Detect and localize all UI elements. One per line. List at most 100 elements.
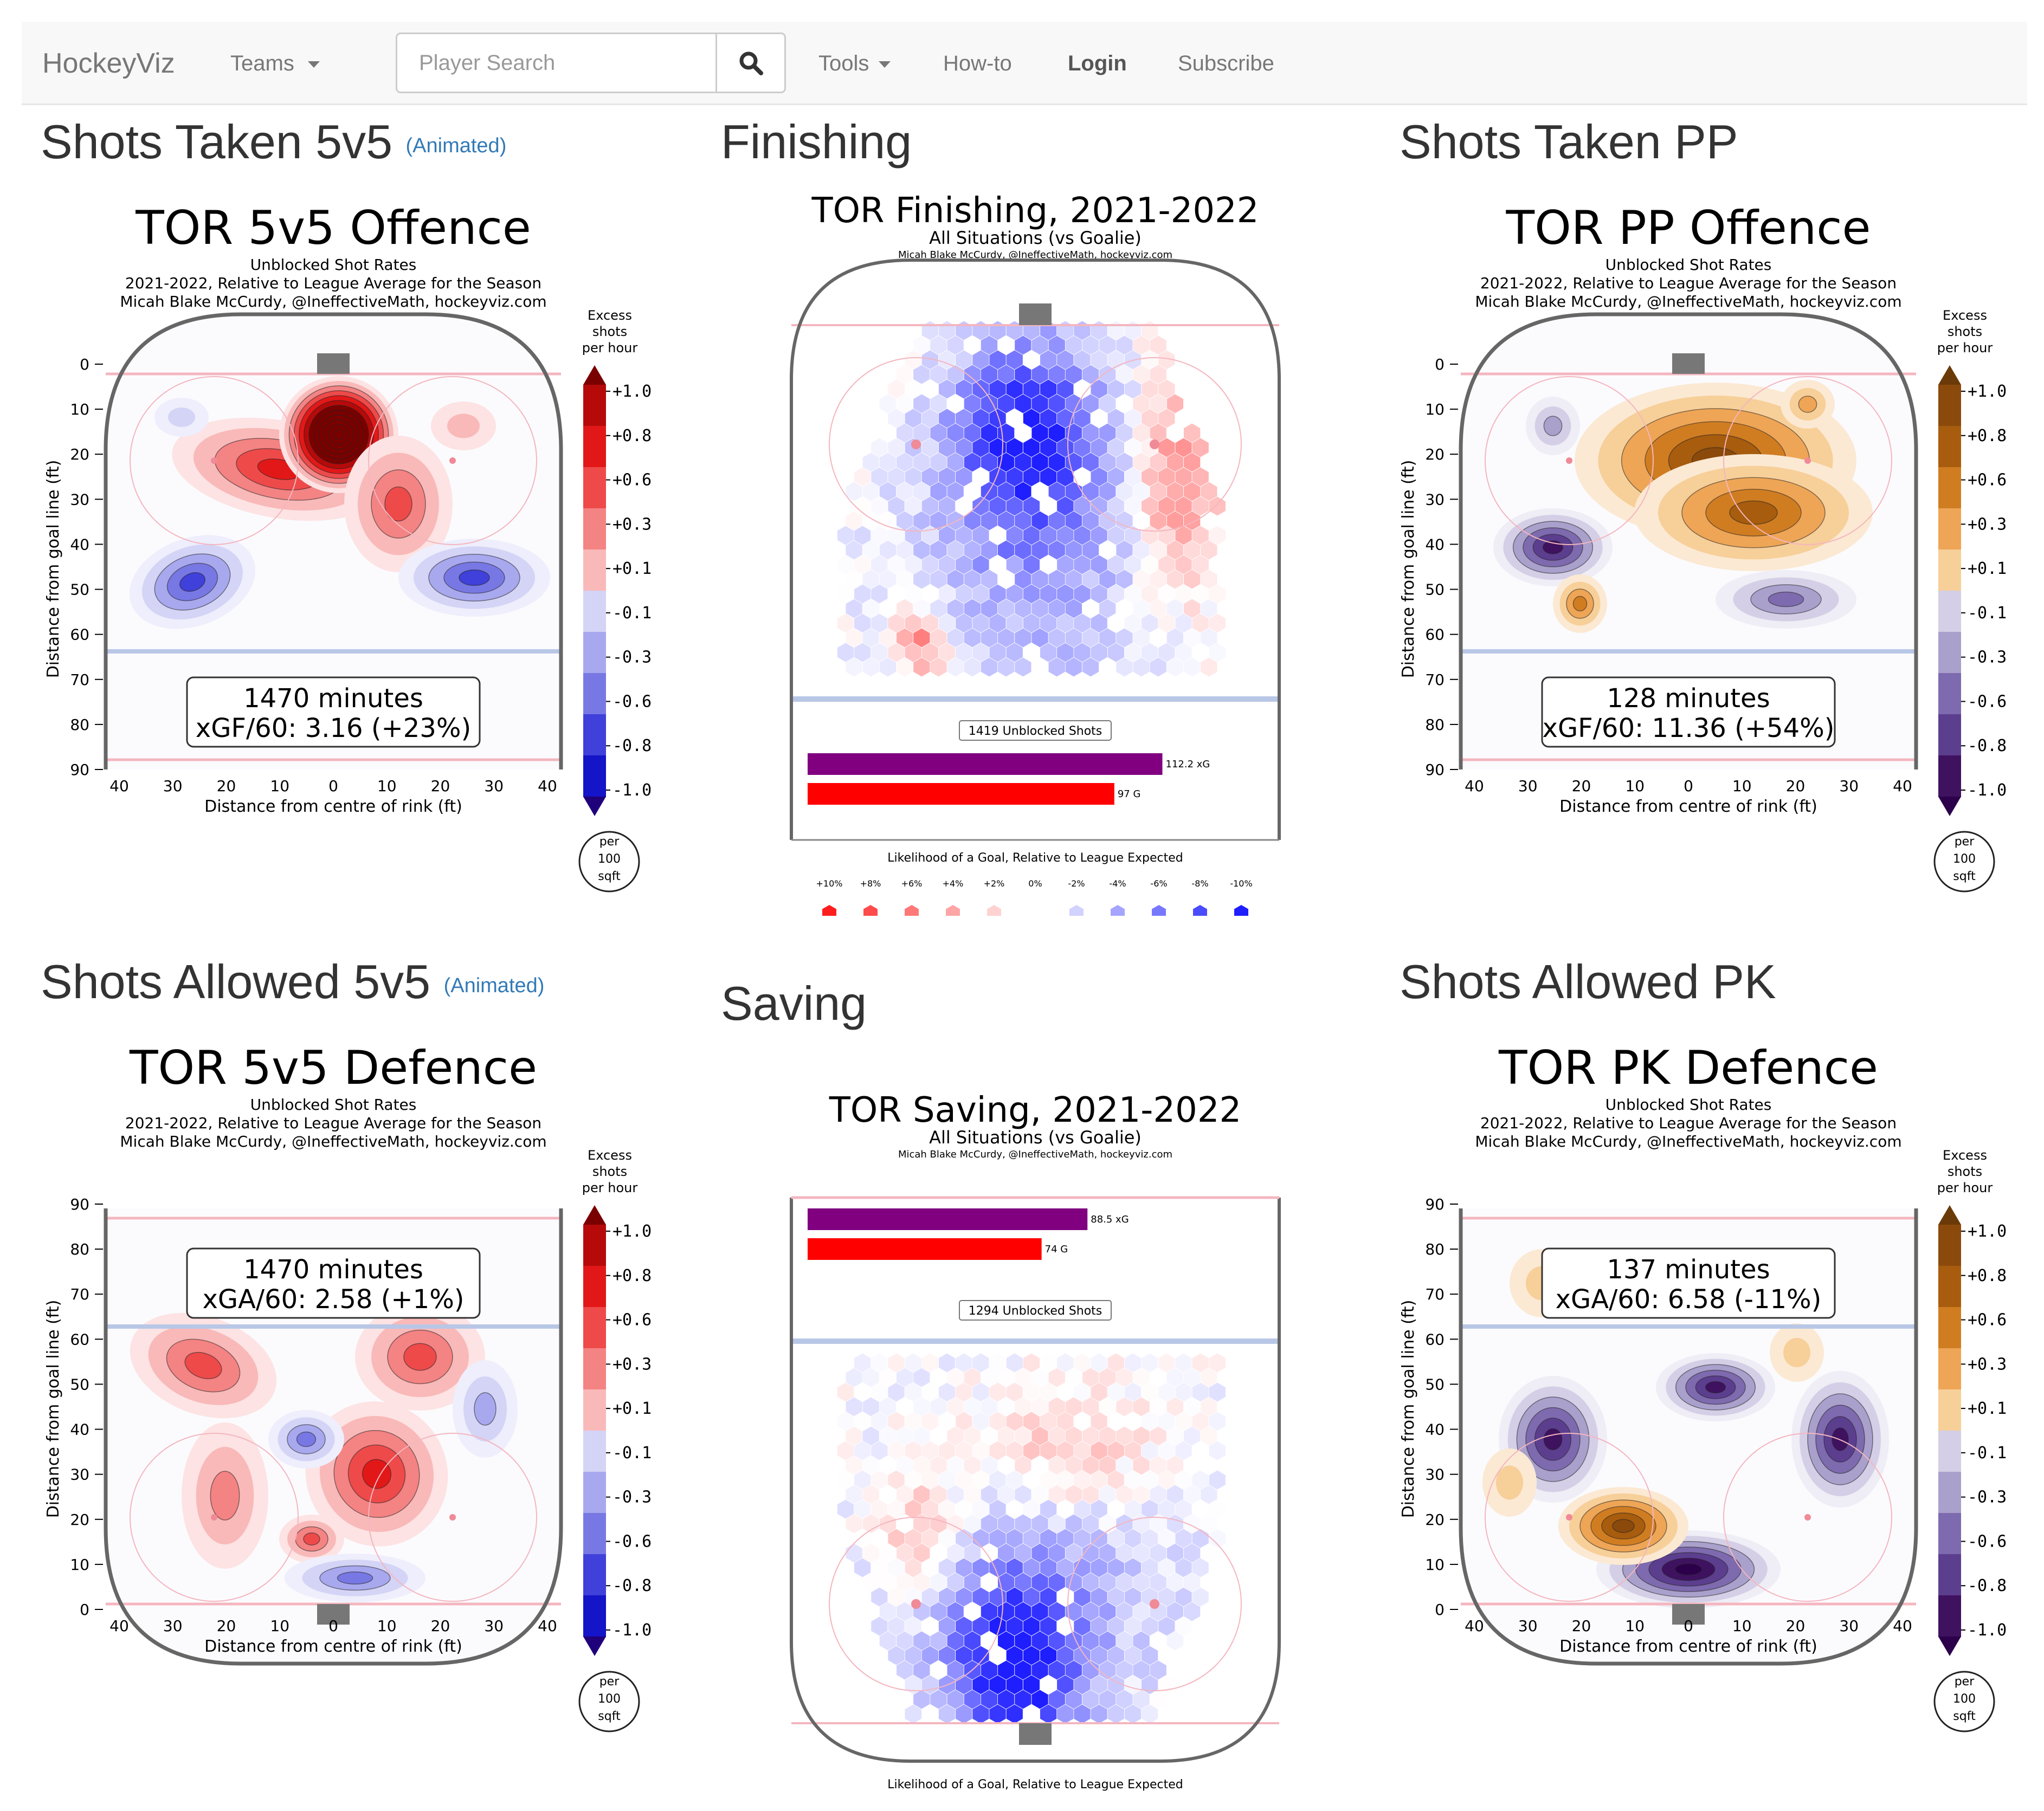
y-tick-label: 40 bbox=[1425, 1421, 1445, 1439]
faceoff-circle bbox=[368, 1433, 537, 1602]
faceoff-dot bbox=[1804, 457, 1811, 464]
subscribe-link[interactable]: Subscribe bbox=[1178, 51, 1274, 75]
hex-bin bbox=[1124, 1353, 1142, 1373]
y-tick-label: 40 bbox=[70, 535, 89, 553]
hex-bin bbox=[956, 584, 972, 604]
hex-bin bbox=[1031, 452, 1048, 472]
hex-bin bbox=[964, 1514, 981, 1534]
hex-bin bbox=[1158, 1353, 1175, 1373]
tools-label: Tools bbox=[818, 51, 869, 75]
hex-bin bbox=[1057, 1470, 1074, 1490]
contour-level bbox=[333, 429, 344, 440]
search-input[interactable] bbox=[397, 34, 717, 92]
hex-bin bbox=[1082, 1631, 1099, 1651]
hex-bin bbox=[1040, 643, 1057, 662]
hex-bin bbox=[981, 540, 998, 560]
hex-bin bbox=[964, 1631, 981, 1651]
y-axis-label: Distance from goal line (ft) bbox=[1399, 1300, 1418, 1518]
hex-bin bbox=[913, 599, 930, 618]
howto-link[interactable]: How-to bbox=[943, 51, 1012, 75]
hex-bin bbox=[1031, 1573, 1048, 1592]
y-tick-label: 70 bbox=[70, 1285, 89, 1303]
hex-bin bbox=[1116, 1514, 1133, 1534]
colorbar-arrow bbox=[583, 1637, 606, 1656]
hex-bin bbox=[1150, 1456, 1166, 1475]
search-button[interactable] bbox=[715, 34, 784, 92]
hex-bin bbox=[1031, 628, 1048, 648]
brand-link[interactable]: HockeyViz bbox=[42, 48, 175, 79]
hex-bin bbox=[1091, 1616, 1107, 1636]
hex-bin bbox=[1116, 540, 1133, 560]
hex-bin bbox=[930, 1543, 947, 1563]
hex-bin bbox=[1057, 467, 1074, 487]
hex-bin bbox=[1082, 423, 1099, 443]
legend-label: +8% bbox=[860, 878, 881, 889]
hex-bin bbox=[1142, 496, 1158, 516]
hex-bin bbox=[1023, 438, 1040, 457]
hex-bin bbox=[1201, 1543, 1217, 1563]
colorbar-title: shots bbox=[592, 1164, 627, 1179]
hex-bin bbox=[837, 1499, 854, 1519]
contour-level bbox=[1729, 500, 1778, 525]
colorbar-label: -0.3 bbox=[612, 648, 652, 667]
hex-bin bbox=[956, 350, 972, 370]
hex-bin bbox=[1133, 1426, 1150, 1446]
chart-credit: Micah Blake McCurdy, @IneffectiveMath, h… bbox=[1475, 1133, 1901, 1150]
hex-bin bbox=[1015, 657, 1031, 677]
animated-link[interactable]: (Animated) bbox=[443, 974, 545, 997]
hex-bin bbox=[1048, 1514, 1065, 1534]
hex-bin bbox=[871, 1587, 888, 1607]
x-tick-label: 10 bbox=[1732, 777, 1752, 795]
rink-boards bbox=[790, 258, 1281, 840]
animated-link[interactable]: (Animated) bbox=[405, 134, 507, 157]
hex-bin bbox=[1133, 1660, 1150, 1680]
hex-bin bbox=[981, 1368, 998, 1387]
teams-dropdown[interactable]: Teams bbox=[230, 22, 320, 105]
hex-bin bbox=[972, 496, 989, 516]
hex-bin bbox=[1023, 1616, 1040, 1636]
login-link[interactable]: Login bbox=[1068, 51, 1127, 75]
hex-bin bbox=[1015, 335, 1031, 355]
hex-bin bbox=[1015, 1485, 1031, 1504]
hex-bin bbox=[1065, 570, 1082, 589]
hex-bin bbox=[1082, 1573, 1099, 1592]
hex-bin bbox=[1057, 526, 1074, 545]
hex-bin bbox=[938, 1558, 956, 1577]
hex-bin bbox=[1082, 335, 1099, 355]
legend-hex bbox=[946, 905, 960, 916]
hex-bin bbox=[1057, 409, 1074, 428]
rink-boards bbox=[1459, 1208, 1918, 1666]
hex-bin bbox=[1124, 1470, 1142, 1490]
faceoff-dot bbox=[1150, 1599, 1159, 1609]
hex-bin bbox=[1023, 1675, 1040, 1694]
hex-bin bbox=[938, 1382, 956, 1402]
hex-bin bbox=[972, 1412, 989, 1431]
hex-bin bbox=[964, 540, 981, 560]
hex-bin bbox=[897, 1602, 913, 1621]
hex-bin bbox=[1065, 1690, 1082, 1709]
y-tick-label: 50 bbox=[1425, 581, 1445, 599]
hex-bin bbox=[998, 1690, 1015, 1709]
per-area-text: 100 bbox=[1953, 852, 1976, 866]
contour-level bbox=[1543, 416, 1563, 436]
hex-bin bbox=[964, 1543, 981, 1563]
hex-bin bbox=[1091, 1382, 1107, 1402]
hex-bin bbox=[1158, 1470, 1175, 1490]
chart-credit: Micah Blake McCurdy, @IneffectiveMath, h… bbox=[898, 249, 1172, 261]
hex-bin bbox=[1006, 613, 1023, 633]
hex-bin bbox=[1048, 335, 1065, 355]
hex-bin bbox=[1040, 1412, 1057, 1431]
colorbar-segment bbox=[583, 385, 606, 426]
goals-bar-label: 74 G bbox=[1045, 1244, 1068, 1255]
hex-bin bbox=[1166, 482, 1184, 501]
tools-dropdown[interactable]: Tools bbox=[818, 22, 891, 105]
hex-bin bbox=[888, 1382, 905, 1402]
hex-bin bbox=[938, 1704, 956, 1724]
hex-bin bbox=[930, 1573, 947, 1592]
hex-bin bbox=[1150, 1690, 1166, 1709]
hex-bin bbox=[964, 1485, 981, 1504]
hex-bin bbox=[1065, 511, 1082, 531]
hex-bin bbox=[1166, 1573, 1184, 1592]
hex-bin bbox=[1158, 350, 1175, 370]
hex-bin bbox=[1133, 335, 1150, 355]
